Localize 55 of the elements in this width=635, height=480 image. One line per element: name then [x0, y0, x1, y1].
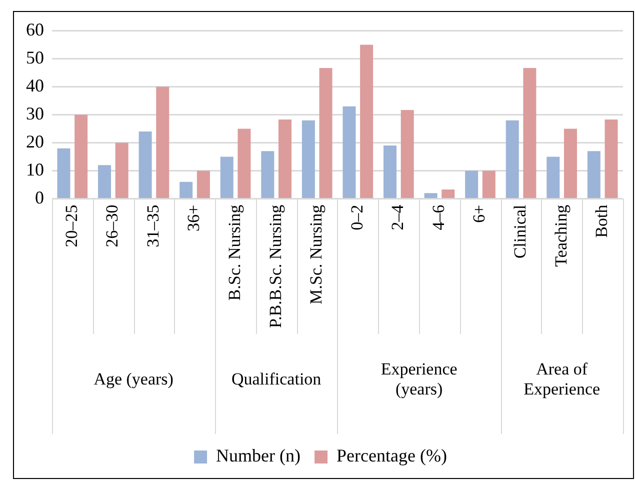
bar [138, 132, 152, 198]
x-tick-label: P.B.B.Sc. Nursing [266, 204, 285, 328]
bar [400, 110, 414, 198]
y-tick-label: 10 [26, 159, 44, 180]
x-tick-label: 31–35 [143, 204, 162, 248]
text: Age (years) [94, 369, 174, 388]
x-tick-label: M.Sc. Nursing [306, 204, 326, 304]
x-tick-label: 26–30 [102, 204, 122, 248]
x-tick-label: B.Sc. Nursing [225, 204, 244, 301]
bar [156, 86, 170, 198]
bar [482, 170, 496, 198]
bar [261, 151, 274, 198]
x-tick-label: 4–6 [428, 204, 448, 230]
bar [546, 156, 560, 198]
bar [442, 189, 455, 198]
text: Area of Experience [524, 359, 600, 398]
x-tick-label: 20–25 [62, 204, 81, 248]
bar [587, 151, 600, 198]
y-tick-label: 60 [26, 20, 44, 40]
legend-label: Percentage (%) [336, 446, 447, 466]
text: Qualification [231, 369, 322, 388]
bar [604, 120, 618, 198]
bar [220, 156, 234, 198]
x-tick-label: 2–4 [388, 204, 408, 230]
x-tick-label: 0–2 [347, 204, 366, 230]
text: Experience (years) [380, 359, 458, 398]
x-tick-label: 36+ [184, 204, 204, 232]
bar [465, 170, 478, 198]
bar [360, 44, 374, 198]
bar [319, 68, 332, 198]
x-tick-label: Clinical [510, 204, 530, 259]
bar [506, 120, 519, 198]
bar [302, 120, 315, 198]
y-tick-label: 30 [26, 103, 44, 124]
bar [98, 165, 112, 198]
bar [57, 148, 70, 198]
bar [196, 170, 210, 198]
bar [74, 114, 88, 198]
bar [115, 142, 128, 198]
x-tick-label: Teaching [551, 204, 570, 267]
bar [278, 120, 292, 198]
x-tick-label: Both [592, 204, 612, 238]
y-tick-label: 50 [26, 48, 44, 68]
y-tick-label: 20 [26, 131, 44, 152]
y-tick-label: 0 [35, 187, 44, 208]
bar [238, 128, 251, 198]
bar [384, 146, 397, 198]
y-tick-label: 40 [26, 76, 44, 96]
x-tick-label: 6+ [470, 204, 489, 223]
bar [523, 68, 536, 198]
legend-label: Number (n) [216, 446, 301, 466]
bar [424, 193, 438, 198]
bar [564, 128, 577, 198]
bar [180, 182, 193, 198]
bar [342, 106, 356, 198]
